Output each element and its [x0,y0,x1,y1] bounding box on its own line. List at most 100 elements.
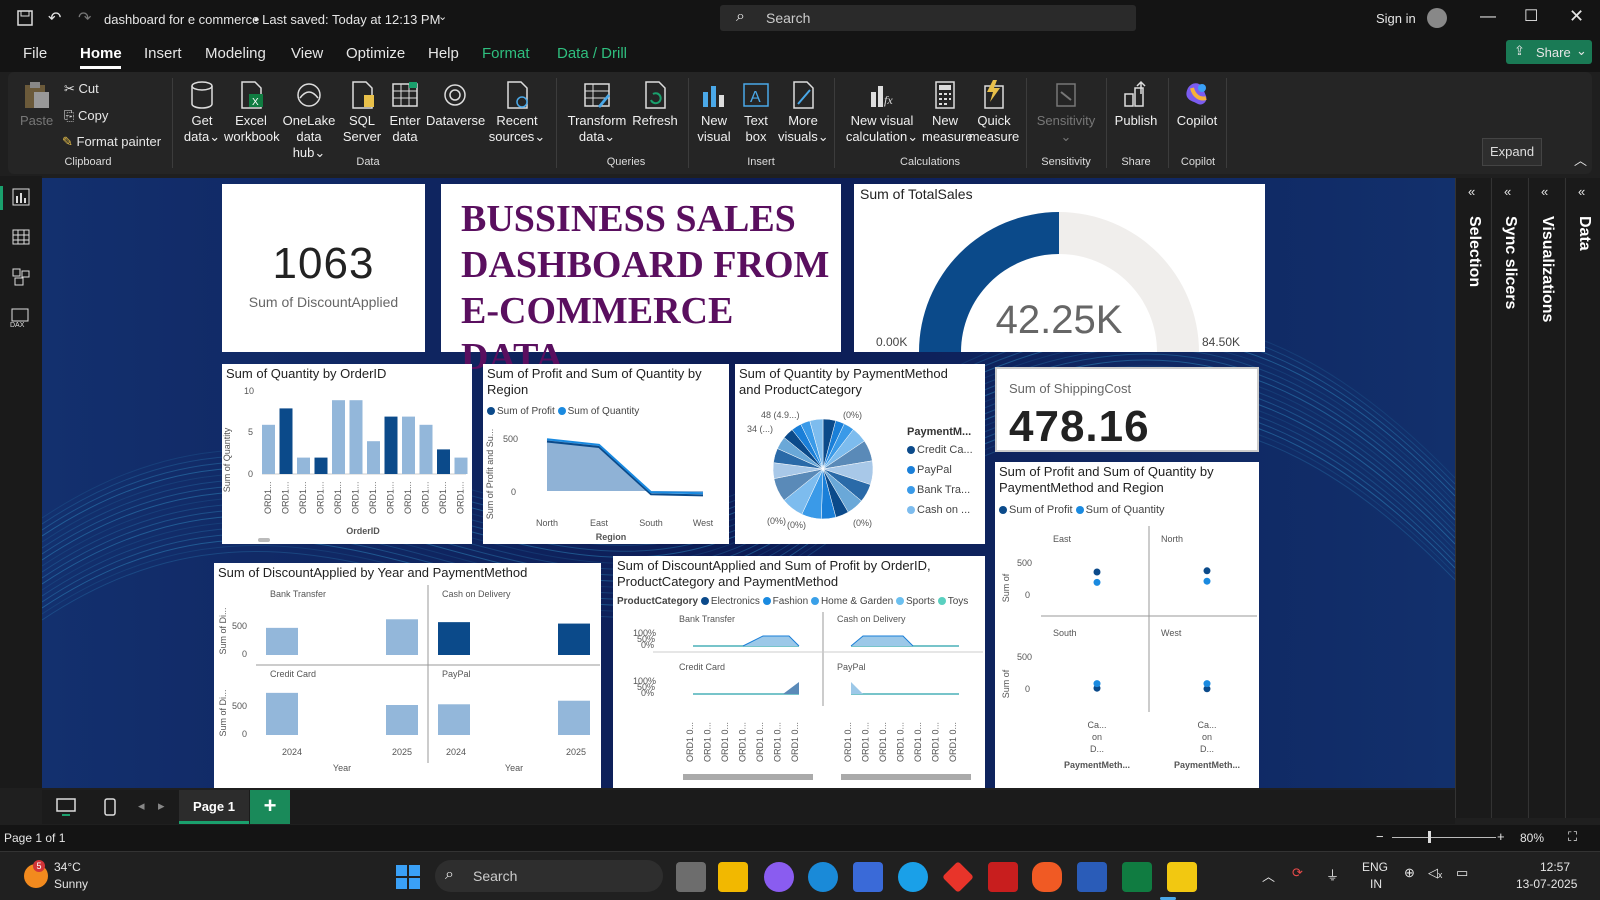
save-icon[interactable] [16,9,34,27]
cut-button[interactable]: ✂ Cut [64,81,99,97]
discount-by-year-chart[interactable]: Sum of DiscountApplied by Year and Payme… [214,563,601,788]
sync-slicers-pane[interactable]: « Sync slicers [1491,178,1527,818]
power-bi-icon[interactable] [1167,862,1197,892]
excel-workbook-button[interactable]: X Excel workbook [224,80,280,145]
copilot-button[interactable]: Copilot [1174,80,1220,129]
sensitivity-button[interactable]: Sensitivity ⌄ [1034,80,1098,145]
tab-home[interactable]: Home [80,45,122,62]
quantity-by-payment-pie[interactable]: Sum of Quantity by PaymentMethod and Pro… [735,364,985,544]
fit-to-page-icon[interactable]: ⛶ [1568,829,1578,844]
sign-in-link[interactable]: Sign in [1376,11,1416,26]
scrollbar[interactable] [841,774,971,780]
kpi-card-discount[interactable]: 1063 Sum of DiscountApplied [222,184,425,352]
mobile-layout-icon[interactable] [104,798,116,816]
avatar[interactable] [1427,8,1447,28]
tab-format[interactable]: Format [482,45,530,62]
chevron-down-icon[interactable]: ⌄ [438,11,448,23]
selection-pane[interactable]: « Selection [1455,178,1490,818]
word-icon[interactable] [1077,862,1107,892]
more-visuals-button[interactable]: More visuals⌄ [778,80,829,145]
scrollbar[interactable] [683,774,813,780]
brave-icon[interactable] [1032,862,1062,892]
windows-start-icon[interactable] [396,865,420,889]
sync-icon[interactable]: ⟳ [1292,865,1303,880]
transform-data-button[interactable]: Transform data⌄ [566,80,628,145]
zoom-in-icon[interactable]: + [1497,829,1505,844]
paste-button[interactable]: Paste [20,80,53,129]
new-visual-button[interactable]: New visual [694,80,734,145]
chevron-left-icon[interactable]: « [1468,184,1476,199]
publish-button[interactable]: Publish [1112,80,1160,129]
data-pane[interactable]: « Data [1565,178,1600,818]
app-icon[interactable] [942,861,974,893]
copilot-app-icon[interactable] [764,862,794,892]
file-explorer-icon[interactable] [718,862,748,892]
chevron-left-icon[interactable]: « [1541,184,1549,199]
redo-icon[interactable]: ↷ [78,10,92,27]
tab-modeling[interactable]: Modeling [205,45,266,62]
zoom-out-icon[interactable]: − [1376,829,1384,844]
battery-icon[interactable]: ▭ [1456,865,1469,880]
close-icon[interactable]: ✕ [1569,6,1585,26]
profit-by-region-chart[interactable]: Sum of Profit and Sum of Quantity by Reg… [483,364,729,544]
search-box[interactable]: ⌕ Search [720,5,1136,31]
desktop-layout-icon[interactable] [56,798,76,816]
visualizations-pane[interactable]: « Visualizations [1528,178,1564,818]
discount-profit-by-order-chart[interactable]: Sum of DiscountApplied and Sum of Profit… [613,556,985,788]
format-painter-button[interactable]: ✎ Format painter [62,134,161,150]
dataverse-button[interactable]: Dataverse [426,80,485,129]
maximize-icon[interactable]: ☐ [1524,8,1539,25]
tab-data-drill[interactable]: Data / Drill [557,45,628,62]
get-data-button[interactable]: Get data⌄ [182,80,222,145]
network-icon[interactable]: ⏚ [1326,868,1340,883]
new-measure-button[interactable]: New measure [922,80,973,145]
zoom-slider-thumb[interactable] [1428,831,1431,843]
zoom-slider[interactable] [1392,837,1496,838]
store-icon[interactable] [853,862,883,892]
tab-help[interactable]: Help [428,45,459,62]
profit-by-payment-region-chart[interactable]: Sum of Profit and Sum of Quantity by Pay… [995,462,1259,788]
next-page-icon[interactable]: ▸ [158,798,165,813]
quick-measure-button[interactable]: Quick measure [968,80,1020,145]
prev-page-icon[interactable]: ◂ [138,798,145,813]
excel-app-icon[interactable] [1122,862,1152,892]
add-page-button[interactable]: + [250,790,290,824]
recent-sources-button[interactable]: Recent sources⌄ [488,80,546,145]
scrollbar[interactable] [258,538,270,542]
task-view-icon[interactable] [676,862,706,892]
table-view-icon[interactable] [12,228,30,246]
share-button[interactable]: ⇪ Share ⌄ [1506,40,1592,64]
tab-file[interactable]: File [23,45,48,62]
onelake-button[interactable]: OneLake data hub⌄ [280,80,338,161]
dax-query-view-icon[interactable]: DAX [10,308,32,328]
edge-icon[interactable] [808,862,838,892]
taskbar-search[interactable]: ⌕ Search [435,860,663,892]
enter-data-button[interactable]: Enter data [386,80,424,145]
report-view-icon[interactable] [12,188,30,206]
model-view-icon[interactable] [12,268,30,286]
sql-server-button[interactable]: SQL Server [342,80,382,145]
tab-insert[interactable]: Insert [144,45,182,62]
volume-icon[interactable]: ◁ₓ [1428,865,1443,880]
kpi-card-shipping[interactable]: Sum of ShippingCost 478.16 [995,367,1259,452]
text-box-button[interactable]: A Text box [738,80,774,145]
new-visual-calculation-button[interactable]: fx New visual calculation⌄ [842,80,922,145]
x-axis-label: Region [596,532,627,542]
tab-optimize[interactable]: Optimize [346,45,406,62]
quantity-by-order-chart[interactable]: Sum of Quantity by OrderID Sum of Quanti… [222,364,472,544]
copy-button[interactable]: ⎘ Copy [64,108,108,124]
title-card[interactable]: BUSSINESS SALES DASHBOARD FROM E-COMMERC… [441,184,841,378]
antivirus-icon[interactable] [988,862,1018,892]
page-tab[interactable]: Page 1 [179,790,249,824]
chevron-left-icon[interactable]: « [1578,184,1586,199]
tab-view[interactable]: View [291,45,324,62]
chevron-up-icon[interactable]: ︿ [1574,153,1588,168]
chevron-left-icon[interactable]: « [1504,184,1512,199]
minimize-icon[interactable]: — [1480,8,1496,25]
app-icon[interactable] [898,862,928,892]
gauge-card[interactable]: Sum of TotalSales 42.25K 0.00K 84.50K [854,184,1265,352]
chevron-up-icon[interactable]: ︿ [1262,869,1276,884]
globe-icon[interactable]: ⊕ [1404,865,1415,880]
refresh-button[interactable]: Refresh [630,80,680,129]
undo-icon[interactable]: ↶ [48,10,62,27]
